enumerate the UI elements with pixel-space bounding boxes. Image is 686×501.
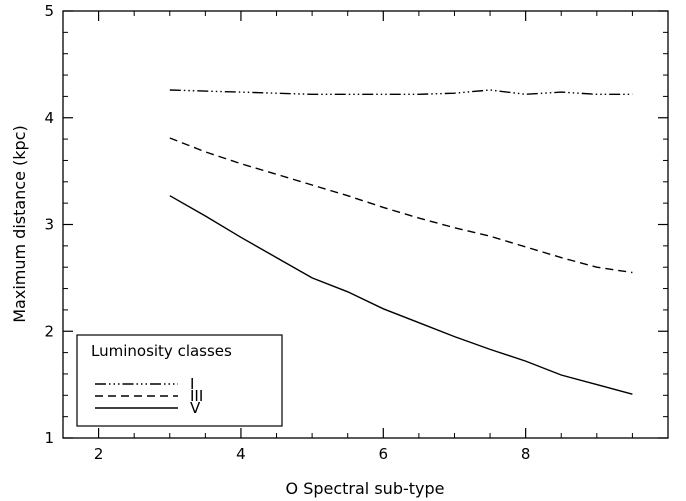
y-tick-label: 2 (44, 322, 54, 340)
x-tick-label: 4 (236, 445, 246, 463)
x-tick-label: 6 (379, 445, 389, 463)
y-tick-label: 1 (44, 429, 54, 447)
y-tick-label: 3 (44, 216, 54, 234)
x-tick-label: 8 (521, 445, 531, 463)
legend-label-V: V (190, 399, 201, 417)
series-line-V (169, 195, 633, 395)
y-tick-label: 4 (44, 109, 54, 127)
y-axis-label: Maximum distance (kpc) (10, 125, 29, 323)
axis-ticks (63, 10, 668, 439)
series-lines (169, 89, 633, 395)
series-line-I (169, 89, 633, 96)
x-axis-label: O Spectral sub-type (286, 479, 445, 498)
y-tick-label: 5 (44, 2, 54, 20)
legend-label-III: III (190, 387, 203, 405)
axis-tick-labels: 2 4 6 8 1 2 3 4 5 (44, 2, 530, 463)
x-tick-label: 2 (94, 445, 104, 463)
legend: Luminosity classes I III V (76, 334, 283, 427)
legend-title: Luminosity classes (91, 342, 232, 360)
series-line-III (169, 137, 633, 274)
legend-label-I: I (190, 375, 194, 393)
legend-box (76, 334, 283, 427)
